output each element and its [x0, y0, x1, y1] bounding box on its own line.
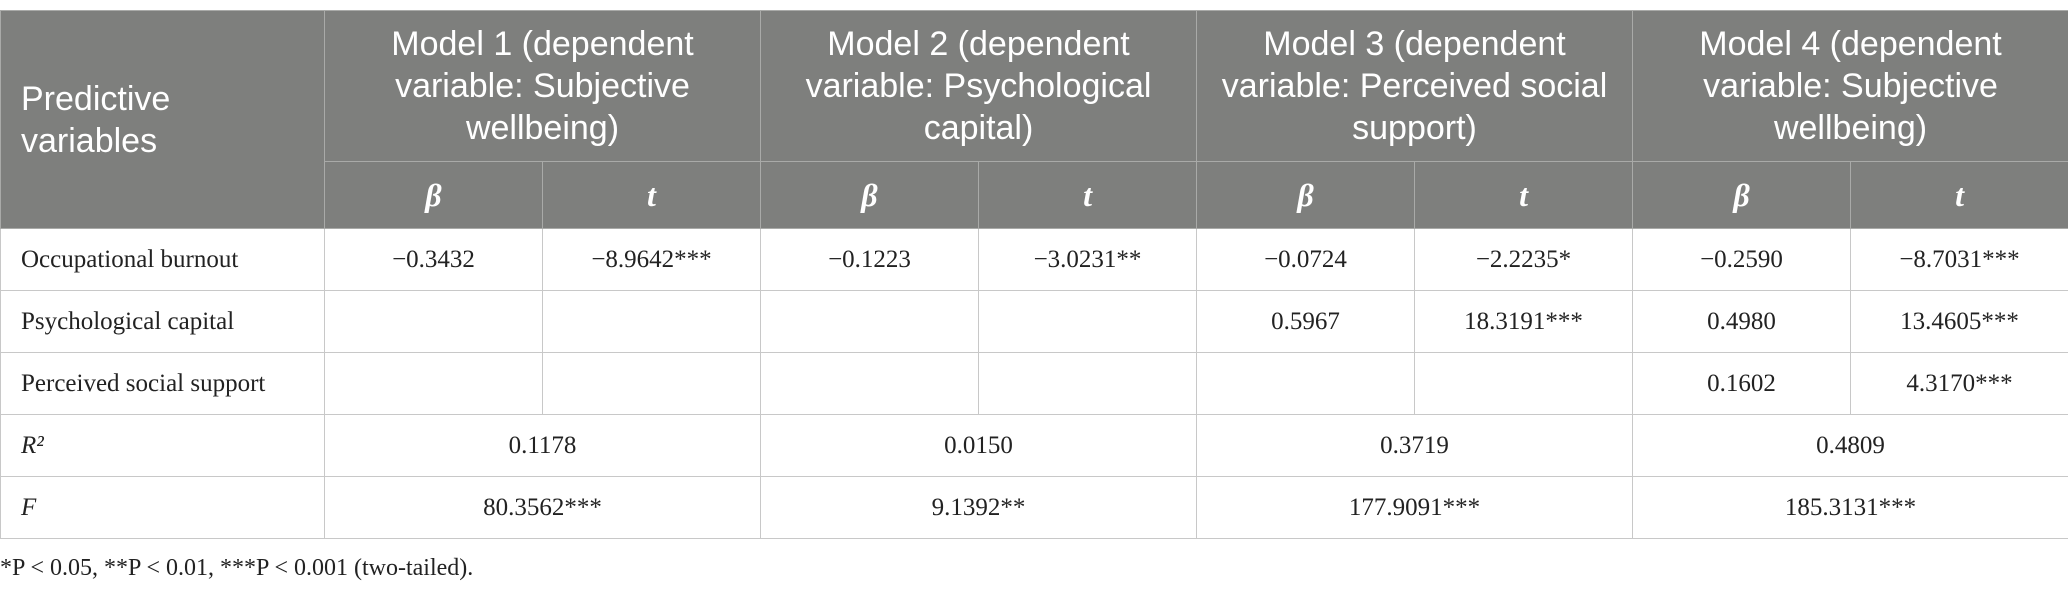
- column-header: t: [542, 161, 761, 229]
- column-header: β: [1632, 161, 1852, 229]
- cell: 0.1178: [324, 414, 761, 477]
- column-header: β: [1196, 161, 1416, 229]
- model-header: Model 1 (dependent variable: Subjective …: [324, 10, 761, 162]
- cell: 0.5967: [1196, 290, 1416, 353]
- cell: 0.0150: [759, 414, 1198, 477]
- cell: [760, 352, 979, 415]
- header-row: Predictive variables Model 1 (dependent v…: [0, 10, 2068, 229]
- cell: [1196, 352, 1416, 415]
- cell: 0.4980: [1632, 290, 1852, 353]
- cell: −3.0231**: [977, 228, 1198, 291]
- cell: [324, 352, 543, 415]
- row-label: Psychological capital: [0, 290, 325, 353]
- column-header: β: [324, 161, 543, 229]
- cell: −0.0724: [1196, 228, 1416, 291]
- data-row: Psychological capital 0.5967 18.3191*** 0.4…: [0, 290, 2068, 353]
- cell: 80.3562***: [324, 476, 761, 539]
- cell: 0.1602: [1632, 352, 1852, 415]
- cell: [542, 352, 761, 415]
- cell: −8.7031***: [1850, 228, 2068, 291]
- cell: −0.2590: [1632, 228, 1852, 291]
- model-header: Model 3 (dependent variable: Perceived s…: [1196, 10, 1634, 162]
- table-header: Predictive variables Model 1 (dependent v…: [0, 10, 2068, 229]
- data-row: Perceived social support 0.1602 4.3170***: [0, 352, 2068, 415]
- cell: 0.4809: [1632, 414, 2068, 477]
- cell: 185.3131***: [1632, 476, 2068, 539]
- row-label: F: [0, 476, 325, 539]
- model-header: Model 2 (dependent variable: Psychologic…: [759, 10, 1198, 162]
- cell: [542, 290, 761, 353]
- cell: [760, 290, 979, 353]
- cell: −8.9642***: [542, 228, 761, 291]
- cell: 13.4605***: [1850, 290, 2068, 353]
- column-header: t: [1850, 161, 2068, 229]
- row-label: Occupational burnout: [0, 228, 325, 291]
- footnote: *P < 0.05, **P < 0.01, ***P < 0.001 (two…: [0, 555, 474, 581]
- regression-table: Predictive variables Model 1 (dependent v…: [0, 10, 2068, 539]
- row-label: Perceived social support: [0, 352, 325, 415]
- table-wrap: Predictive variables Model 1 (dependent v…: [0, 10, 2068, 539]
- column-header: t: [977, 161, 1198, 229]
- table-body: Occupational burnout −0.3432 −8.9642*** −0.…: [0, 228, 2068, 539]
- cell: [977, 352, 1198, 415]
- cell: 0.3719: [1196, 414, 1634, 477]
- cell: [324, 290, 543, 353]
- cell: [1414, 352, 1634, 415]
- summary-row: F 80.3562*** 9.1392** 177.9091*** 185.3131**…: [0, 476, 2068, 539]
- row-label-header: Predictive variables: [0, 10, 325, 229]
- summary-row: R² 0.1178 0.0150 0.3719 0.4809: [0, 414, 2068, 477]
- cell: [977, 290, 1198, 353]
- column-header: β: [760, 161, 979, 229]
- row-label: R²: [0, 414, 325, 477]
- cell: −0.3432: [324, 228, 543, 291]
- model-header: Model 4 (dependent variable: Subjective …: [1632, 10, 2068, 162]
- cell: 9.1392**: [759, 476, 1198, 539]
- data-row: Occupational burnout −0.3432 −8.9642*** −0.…: [0, 228, 2068, 291]
- cell: −0.1223: [760, 228, 979, 291]
- cell: −2.2235*: [1414, 228, 1634, 291]
- column-header: t: [1414, 161, 1634, 229]
- cell: 177.9091***: [1196, 476, 1634, 539]
- cell: 4.3170***: [1850, 352, 2068, 415]
- cell: 18.3191***: [1414, 290, 1634, 353]
